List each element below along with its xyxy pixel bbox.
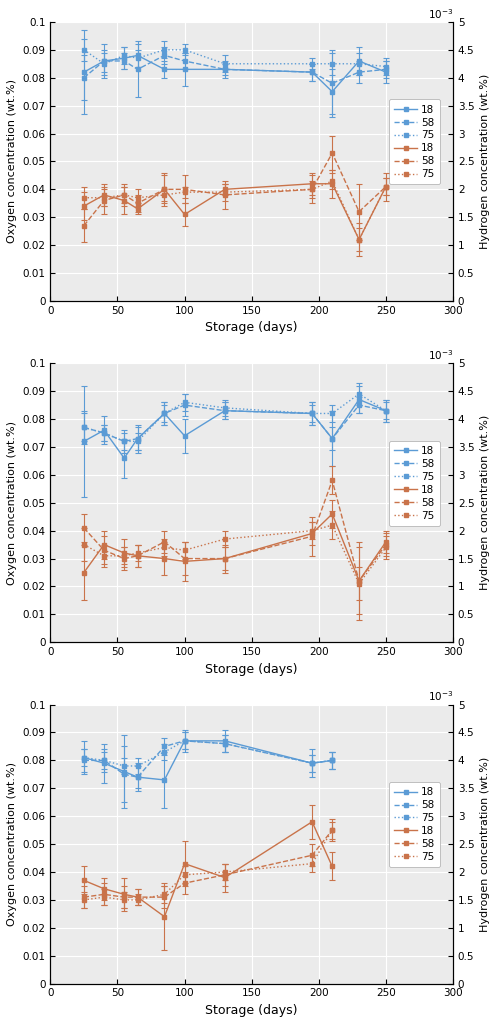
Y-axis label: Hydrogen concentration (wt.%): Hydrogen concentration (wt.%) — [480, 757, 490, 932]
X-axis label: Storage (days): Storage (days) — [205, 1005, 298, 1017]
Y-axis label: Hydrogen concentration (wt.%): Hydrogen concentration (wt.%) — [480, 74, 490, 249]
Text: $10^{-3}$: $10^{-3}$ — [427, 7, 453, 20]
Legend: 18, 58, 75, 18, 58, 75: 18, 58, 75, 18, 58, 75 — [389, 782, 440, 867]
Legend: 18, 58, 75, 18, 58, 75: 18, 58, 75, 18, 58, 75 — [389, 99, 440, 184]
Legend: 18, 58, 75, 18, 58, 75: 18, 58, 75, 18, 58, 75 — [389, 440, 440, 525]
X-axis label: Storage (days): Storage (days) — [205, 663, 298, 676]
X-axis label: Storage (days): Storage (days) — [205, 322, 298, 335]
Y-axis label: Oxygen concentration (wt.%): Oxygen concentration (wt.%) — [7, 421, 17, 585]
Y-axis label: Oxygen concentration (wt.%): Oxygen concentration (wt.%) — [7, 762, 17, 926]
Y-axis label: Oxygen concentration (wt.%): Oxygen concentration (wt.%) — [7, 80, 17, 244]
Text: $10^{-3}$: $10^{-3}$ — [427, 689, 453, 703]
Y-axis label: Hydrogen concentration (wt.%): Hydrogen concentration (wt.%) — [480, 415, 490, 591]
Text: $10^{-3}$: $10^{-3}$ — [427, 348, 453, 361]
